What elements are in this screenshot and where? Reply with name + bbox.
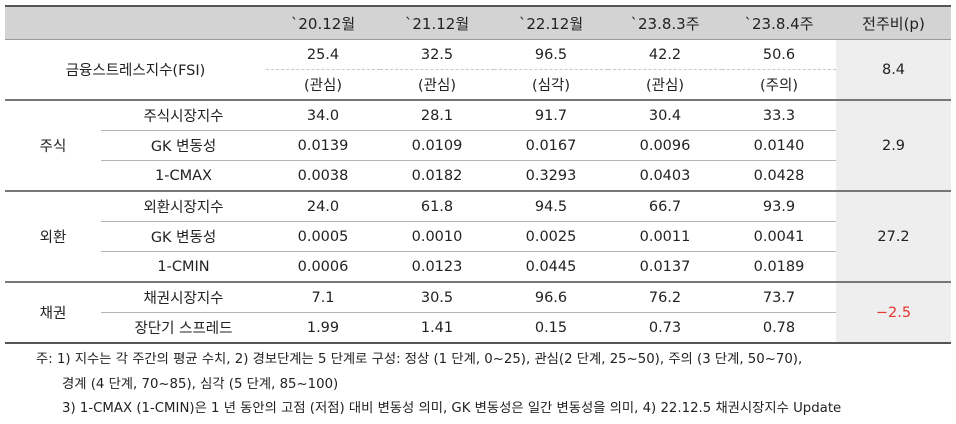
table-row: 외환 외환시장지수 24.0 61.8 94.5 66.7 93.9 27.2 xyxy=(5,191,951,283)
cell-value: 1.99 xyxy=(266,312,380,344)
group-label-bond: 채권 xyxy=(5,282,101,344)
fsi-value: 25.4 xyxy=(266,39,380,70)
table-row: 채권 채권시장지수 7.1 30.5 96.6 76.2 73.7 −2.5 xyxy=(5,282,951,344)
cell-value: 34.0 xyxy=(266,100,380,131)
cell-value: 73.7 xyxy=(722,282,836,313)
footnotes: 주: 1) 지수는 각 주간의 평균 수치, 2) 경보단계는 5 단계로 구성… xyxy=(36,348,841,422)
cell-value: 96.6 xyxy=(494,282,608,313)
table-row: 장단기 스프레드 1.99 1.41 0.15 0.73 0.78 xyxy=(5,312,951,344)
header-row: `20.12월 `21.12월 `22.12월 `23.8.3주 `23.8.4… xyxy=(5,5,951,40)
cell-value: 0.0445 xyxy=(494,251,608,283)
cell-value: 0.0006 xyxy=(266,251,380,283)
cell-value: 0.0041 xyxy=(722,221,836,252)
row-label: 1-CMAX xyxy=(101,160,266,192)
cell-value: 0.0167 xyxy=(494,130,608,161)
header-period: `23.8.4주 xyxy=(722,5,836,40)
table-row: GK 변동성 0.0005 0.0010 0.0025 0.0011 0.004… xyxy=(5,221,951,252)
cell-value: 66.7 xyxy=(608,191,722,222)
table-row: GK 변동성 0.0139 0.0109 0.0167 0.0096 0.014… xyxy=(5,130,951,161)
header-period: `20.12월 xyxy=(266,5,380,40)
cell-value: 91.7 xyxy=(494,100,608,131)
cell-value: 30.4 xyxy=(608,100,722,131)
cell-value: 0.0005 xyxy=(266,221,380,252)
cell-value: 0.0428 xyxy=(722,160,836,192)
footnote-line: 주: 1) 지수는 각 주간의 평균 수치, 2) 경보단계는 5 단계로 구성… xyxy=(36,352,803,367)
fsi-stage-row: (관심) (관심) (심각) (관심) (주의) xyxy=(5,69,951,101)
cell-value: 0.0140 xyxy=(722,130,836,161)
header-blank xyxy=(5,5,101,40)
cell-value: 0.0182 xyxy=(380,160,494,192)
row-label: 1-CMIN xyxy=(101,251,266,283)
row-label: 외환시장지수 xyxy=(101,191,266,222)
cell-value: 93.9 xyxy=(722,191,836,222)
cell-value: 0.0038 xyxy=(266,160,380,192)
fsi-value: 42.2 xyxy=(608,39,722,70)
group-label-fx: 외환 xyxy=(5,191,101,283)
cell-value: 33.3 xyxy=(722,100,836,131)
header-blank xyxy=(101,5,266,40)
footnote-line: 3) 1-CMAX (1-CMIN)은 1 년 동안의 고점 (저점) 대비 변… xyxy=(62,401,842,416)
cell-value: 0.0025 xyxy=(494,221,608,252)
row-label: 장단기 스프레드 xyxy=(101,312,266,344)
cell-value: 0.0139 xyxy=(266,130,380,161)
cell-value: 0.3293 xyxy=(494,160,608,192)
cell-value: 0.0010 xyxy=(380,221,494,252)
cell-value: 0.73 xyxy=(608,312,722,344)
cell-value: 0.0189 xyxy=(722,251,836,283)
group-change-bond: −2.5 xyxy=(836,282,951,344)
fsi-table: `20.12월 `21.12월 `22.12월 `23.8.3주 `23.8.4… xyxy=(5,5,951,344)
row-label: GK 변동성 xyxy=(101,221,266,252)
cell-value: 94.5 xyxy=(494,191,608,222)
table-row: 1-CMAX 0.0038 0.0182 0.3293 0.0403 0.042… xyxy=(5,160,951,192)
fsi-value: 96.5 xyxy=(494,39,608,70)
cell-value: 0.0403 xyxy=(608,160,722,192)
cell-value: 24.0 xyxy=(266,191,380,222)
fsi-label: 금융스트레스지수(FSI) xyxy=(5,39,266,101)
cell-value: 76.2 xyxy=(608,282,722,313)
cell-value: 0.15 xyxy=(494,312,608,344)
fsi-stage: (관심) xyxy=(608,69,722,101)
cell-value: 0.0011 xyxy=(608,221,722,252)
header-period: `22.12월 xyxy=(494,5,608,40)
group-change-stock: 2.9 xyxy=(836,100,951,192)
cell-value: 0.0096 xyxy=(608,130,722,161)
cell-value: 0.78 xyxy=(722,312,836,344)
table-row: 주식 주식시장지수 34.0 28.1 91.7 30.4 33.3 2.9 xyxy=(5,100,951,192)
cell-value: 61.8 xyxy=(380,191,494,222)
fsi-value: 32.5 xyxy=(380,39,494,70)
cell-value: 1.41 xyxy=(380,312,494,344)
fsi-value-row: 금융스트레스지수(FSI) 25.4 32.5 96.5 42.2 50.6 8… xyxy=(5,39,951,101)
fsi-stage: (관심) xyxy=(266,69,380,101)
fsi-stage: (관심) xyxy=(380,69,494,101)
header-change: 전주비(p) xyxy=(836,5,951,40)
row-label: 채권시장지수 xyxy=(101,282,266,313)
fsi-value: 50.6 xyxy=(722,39,836,70)
group-change-fx: 27.2 xyxy=(836,191,951,283)
header-period: `23.8.3주 xyxy=(608,5,722,40)
fsi-stage: (심각) xyxy=(494,69,608,101)
cell-value: 0.0123 xyxy=(380,251,494,283)
cell-value: 7.1 xyxy=(266,282,380,313)
row-label: 주식시장지수 xyxy=(101,100,266,131)
table-row: 1-CMIN 0.0006 0.0123 0.0445 0.0137 0.018… xyxy=(5,251,951,283)
cell-value: 28.1 xyxy=(380,100,494,131)
footnote-line: 경계 (4 단계, 70~85), 심각 (5 단계, 85~100) xyxy=(62,376,339,392)
cell-value: 0.0109 xyxy=(380,130,494,161)
fsi-change: 8.4 xyxy=(836,39,951,101)
fsi-stage: (주의) xyxy=(722,69,836,101)
header-period: `21.12월 xyxy=(380,5,494,40)
cell-value: 30.5 xyxy=(380,282,494,313)
group-label-stock: 주식 xyxy=(5,100,101,192)
cell-value: 0.0137 xyxy=(608,251,722,283)
row-label: GK 변동성 xyxy=(101,130,266,161)
